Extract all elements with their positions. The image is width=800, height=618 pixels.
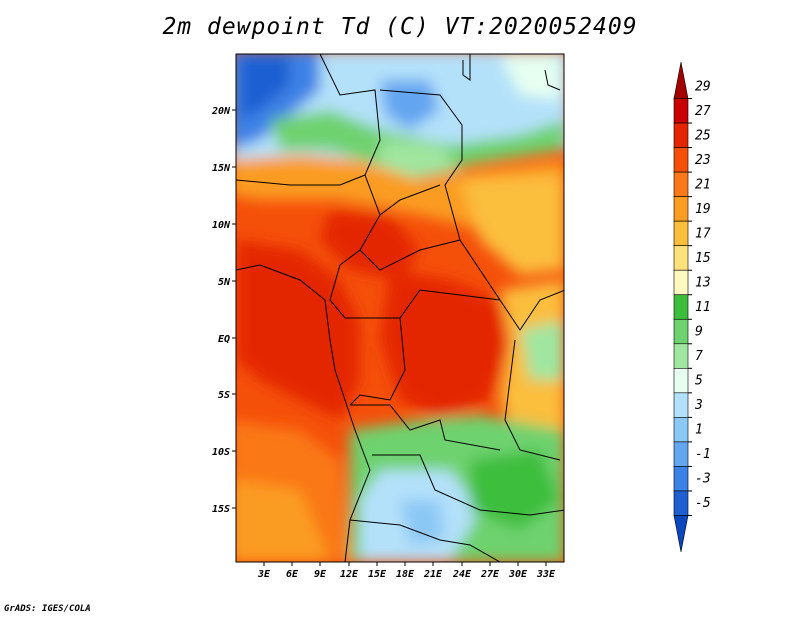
colorbar-swatch (673, 343, 689, 369)
colorbar-label: -1 (695, 447, 711, 462)
lat-axis: 20N 15N 10N 5N EQ 5S 10S 15S (211, 106, 236, 515)
colorbar-label: 15 (695, 251, 711, 266)
colorbar-swatch (673, 368, 689, 394)
colorbar-swatch (673, 61, 689, 99)
map-title: 2m dewpoint Td (C) VT:2020052409 (162, 14, 638, 40)
colorbar-label: 19 (695, 202, 711, 217)
lon-label-21e: 21E (423, 569, 443, 580)
lon-label-12e: 12E (340, 569, 359, 580)
lat-label-20n: 20N (211, 106, 231, 117)
colorbar-swatch (673, 171, 689, 197)
colorbar-label: 27 (695, 104, 711, 119)
colorbar-label: 25 (695, 128, 711, 143)
colorbar-swatch (673, 515, 689, 553)
colorbar-swatch (673, 441, 689, 467)
colorbar-label: -5 (695, 496, 711, 511)
field-layer (236, 54, 564, 562)
lat-label-10s: 10S (212, 447, 230, 458)
colorbar-label: -3 (695, 472, 711, 487)
colorbar-swatch (673, 294, 689, 320)
colorbar-label: 7 (695, 349, 703, 364)
grads-credit: GrADS: IGES/COLA (4, 604, 91, 614)
plot-frame (235, 53, 565, 563)
colorbar-label: 5 (695, 374, 703, 389)
lon-label-33e: 33E (536, 569, 556, 580)
colorbar-swatch (673, 245, 689, 271)
lon-label-27e: 27E (480, 569, 500, 580)
lon-label-6e: 6E (286, 569, 299, 580)
lon-axis: 3E 6E 9E 12E 15E 18E 21E 24E 27E 30E 33E (257, 562, 556, 580)
lat-label-10n: 10N (212, 220, 231, 231)
colorbar-label: 17 (695, 226, 711, 241)
colorbar-swatch (673, 98, 689, 124)
colorbar-label: 1 (695, 423, 703, 438)
colorbar-label: 11 (695, 300, 711, 315)
lon-label-24e: 24E (452, 569, 472, 580)
lat-label-15s: 15S (212, 504, 230, 515)
colorbar-label: 21 (695, 177, 711, 192)
colorbar: 29 27 25 23 21 19 17 15 13 11 9 7 5 3 1 -1 -3 -5 (673, 61, 711, 553)
lon-label-15e: 15E (368, 569, 387, 580)
colorbar-label: 13 (695, 275, 711, 290)
colorbar-swatch (673, 466, 689, 492)
colorbar-label: 9 (695, 325, 703, 340)
colorbar-label: 3 (694, 398, 703, 413)
colorbar-swatch (673, 196, 689, 222)
colorbar-swatch (673, 490, 689, 516)
lon-label-3e: 3E (257, 569, 271, 580)
colorbar-swatch (673, 220, 689, 246)
lat-label-15n: 15N (212, 163, 231, 174)
colorbar-swatch (673, 269, 689, 296)
colorbar-swatch (673, 318, 689, 345)
lon-label-9e: 9E (314, 569, 327, 580)
borders (236, 54, 564, 562)
lat-label-5n: 5N (218, 277, 231, 288)
colorbar-label: 23 (695, 153, 711, 168)
lon-label-30e: 30E (508, 569, 528, 580)
colorbar-swatch (673, 122, 689, 148)
colorbar-swatch (673, 417, 689, 443)
lat-label-eq: EQ (218, 334, 230, 345)
colorbar-swatch (673, 392, 689, 418)
lat-label-5s: 5S (218, 390, 230, 401)
colorbar-swatch (673, 147, 689, 173)
colorbar-label: 29 (695, 79, 711, 94)
lon-label-18e: 18E (396, 569, 415, 580)
